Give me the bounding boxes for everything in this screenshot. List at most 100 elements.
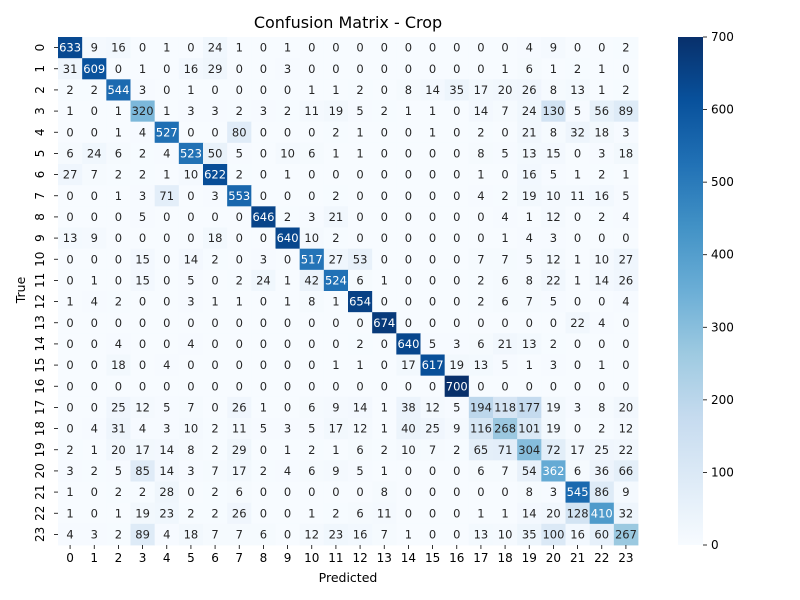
heatmap-cell (372, 227, 397, 250)
cell-value-label: 7 (501, 104, 508, 118)
cell-value-label: 1 (574, 168, 581, 182)
heatmap-cell (323, 354, 349, 377)
cell-value-label: 23 (159, 506, 174, 520)
heatmap-cell (565, 142, 591, 165)
cell-value-label: 1 (405, 527, 412, 541)
cell-value-label: 4 (115, 337, 122, 351)
heatmap-cell (565, 354, 591, 377)
cell-value-label: 4 (139, 422, 146, 436)
cell-value-label: 0 (405, 125, 412, 139)
cell-value-label: 0 (405, 189, 412, 203)
heatmap-cell (203, 481, 228, 504)
cell-value-label: 1 (139, 62, 146, 76)
x-tick-label: 18 (497, 551, 512, 565)
heatmap-cell (493, 164, 518, 186)
heatmap-cell (565, 37, 591, 59)
cell-value-label: 0 (453, 210, 460, 224)
heatmap-cell (589, 248, 615, 271)
cell-value-label: 1 (501, 506, 508, 520)
heatmap-cell (154, 164, 180, 186)
cell-value-label: 0 (139, 379, 146, 393)
heatmap-cell (348, 375, 373, 398)
heatmap-cell (130, 248, 156, 271)
x-tick-label: 21 (570, 551, 585, 565)
cell-value-label: 0 (163, 210, 170, 224)
heatmap-cell (613, 100, 639, 123)
heatmap-cell (396, 206, 421, 228)
heatmap-cell (420, 164, 446, 186)
heatmap-cell (372, 58, 397, 80)
heatmap-cell (203, 164, 228, 186)
cell-value-label: 1 (91, 273, 98, 287)
heatmap-cell (106, 523, 131, 546)
y-tick-label: 4 (33, 128, 47, 136)
y-tick-label: 1 (33, 65, 47, 73)
heatmap-cell (565, 312, 591, 334)
heatmap-cell (565, 58, 591, 80)
cell-value-label: 0 (381, 210, 388, 224)
heatmap-cell (82, 37, 107, 59)
cell-value-label: 0 (308, 316, 315, 330)
cell-value-label: 8 (526, 485, 533, 499)
cell-value-label: 1 (477, 168, 484, 182)
cell-value-label: 0 (260, 443, 267, 457)
cell-value-label: 2 (453, 443, 460, 457)
heatmap-cell (589, 523, 615, 546)
heatmap-cell (82, 121, 107, 144)
heatmap-cell (444, 312, 470, 334)
heatmap-cell (541, 206, 566, 228)
cell-value-label: 0 (187, 485, 194, 499)
cell-value-label: 0 (501, 316, 508, 330)
heatmap-cell (396, 481, 421, 504)
cell-value-label: 0 (598, 379, 605, 393)
heatmap-cell (178, 206, 204, 228)
cell-value-label: 194 (470, 400, 492, 414)
heatmap-cell (106, 291, 131, 313)
heatmap-cell (565, 227, 591, 250)
heatmap-cell (348, 396, 373, 419)
heatmap-cell (82, 185, 107, 207)
cell-value-label: 24 (208, 41, 223, 55)
heatmap-cell (227, 291, 252, 313)
cell-value-label: 4 (163, 146, 170, 160)
heatmap-cell (372, 185, 397, 207)
heatmap-cell (517, 100, 542, 123)
cell-value-label: 3 (550, 485, 557, 499)
heatmap-cell (541, 333, 566, 355)
cell-value-label: 0 (139, 295, 146, 309)
heatmap-cell (251, 333, 276, 355)
heatmap-cell (130, 481, 156, 504)
heatmap-cell (468, 100, 494, 123)
heatmap-cell (589, 502, 615, 525)
cell-value-label: 0 (550, 316, 557, 330)
heatmap-cell (372, 100, 397, 123)
heatmap-cell (396, 375, 421, 398)
heatmap-cell (420, 502, 446, 525)
cell-value-label: 3 (187, 464, 194, 478)
heatmap-cell (565, 248, 591, 271)
heatmap-cell (589, 121, 615, 144)
heatmap-cell (323, 460, 349, 482)
heatmap-cell (82, 269, 107, 292)
heatmap-cell (420, 206, 446, 228)
heatmap-cell (203, 354, 228, 377)
heatmap-cell (348, 185, 373, 207)
cell-value-label: 0 (477, 62, 484, 76)
heatmap-cell (58, 100, 83, 123)
heatmap-cell (444, 291, 470, 313)
heatmap-cells (58, 37, 639, 546)
heatmap-cell (154, 269, 180, 292)
cell-value-label: 0 (574, 210, 581, 224)
heatmap-cell (251, 291, 276, 313)
cell-value-label: 0 (260, 295, 267, 309)
heatmap-cell (227, 227, 252, 250)
cell-value-label: 517 (301, 252, 323, 266)
heatmap-cell (517, 248, 542, 271)
heatmap-cell (251, 248, 276, 271)
cell-value-label: 1 (91, 443, 98, 457)
cell-value-label: 19 (546, 422, 561, 436)
cell-value-label: 0 (66, 273, 73, 287)
cell-value-label: 2 (139, 146, 146, 160)
cell-value-label: 3 (66, 464, 73, 478)
heatmap-cell (58, 248, 83, 271)
